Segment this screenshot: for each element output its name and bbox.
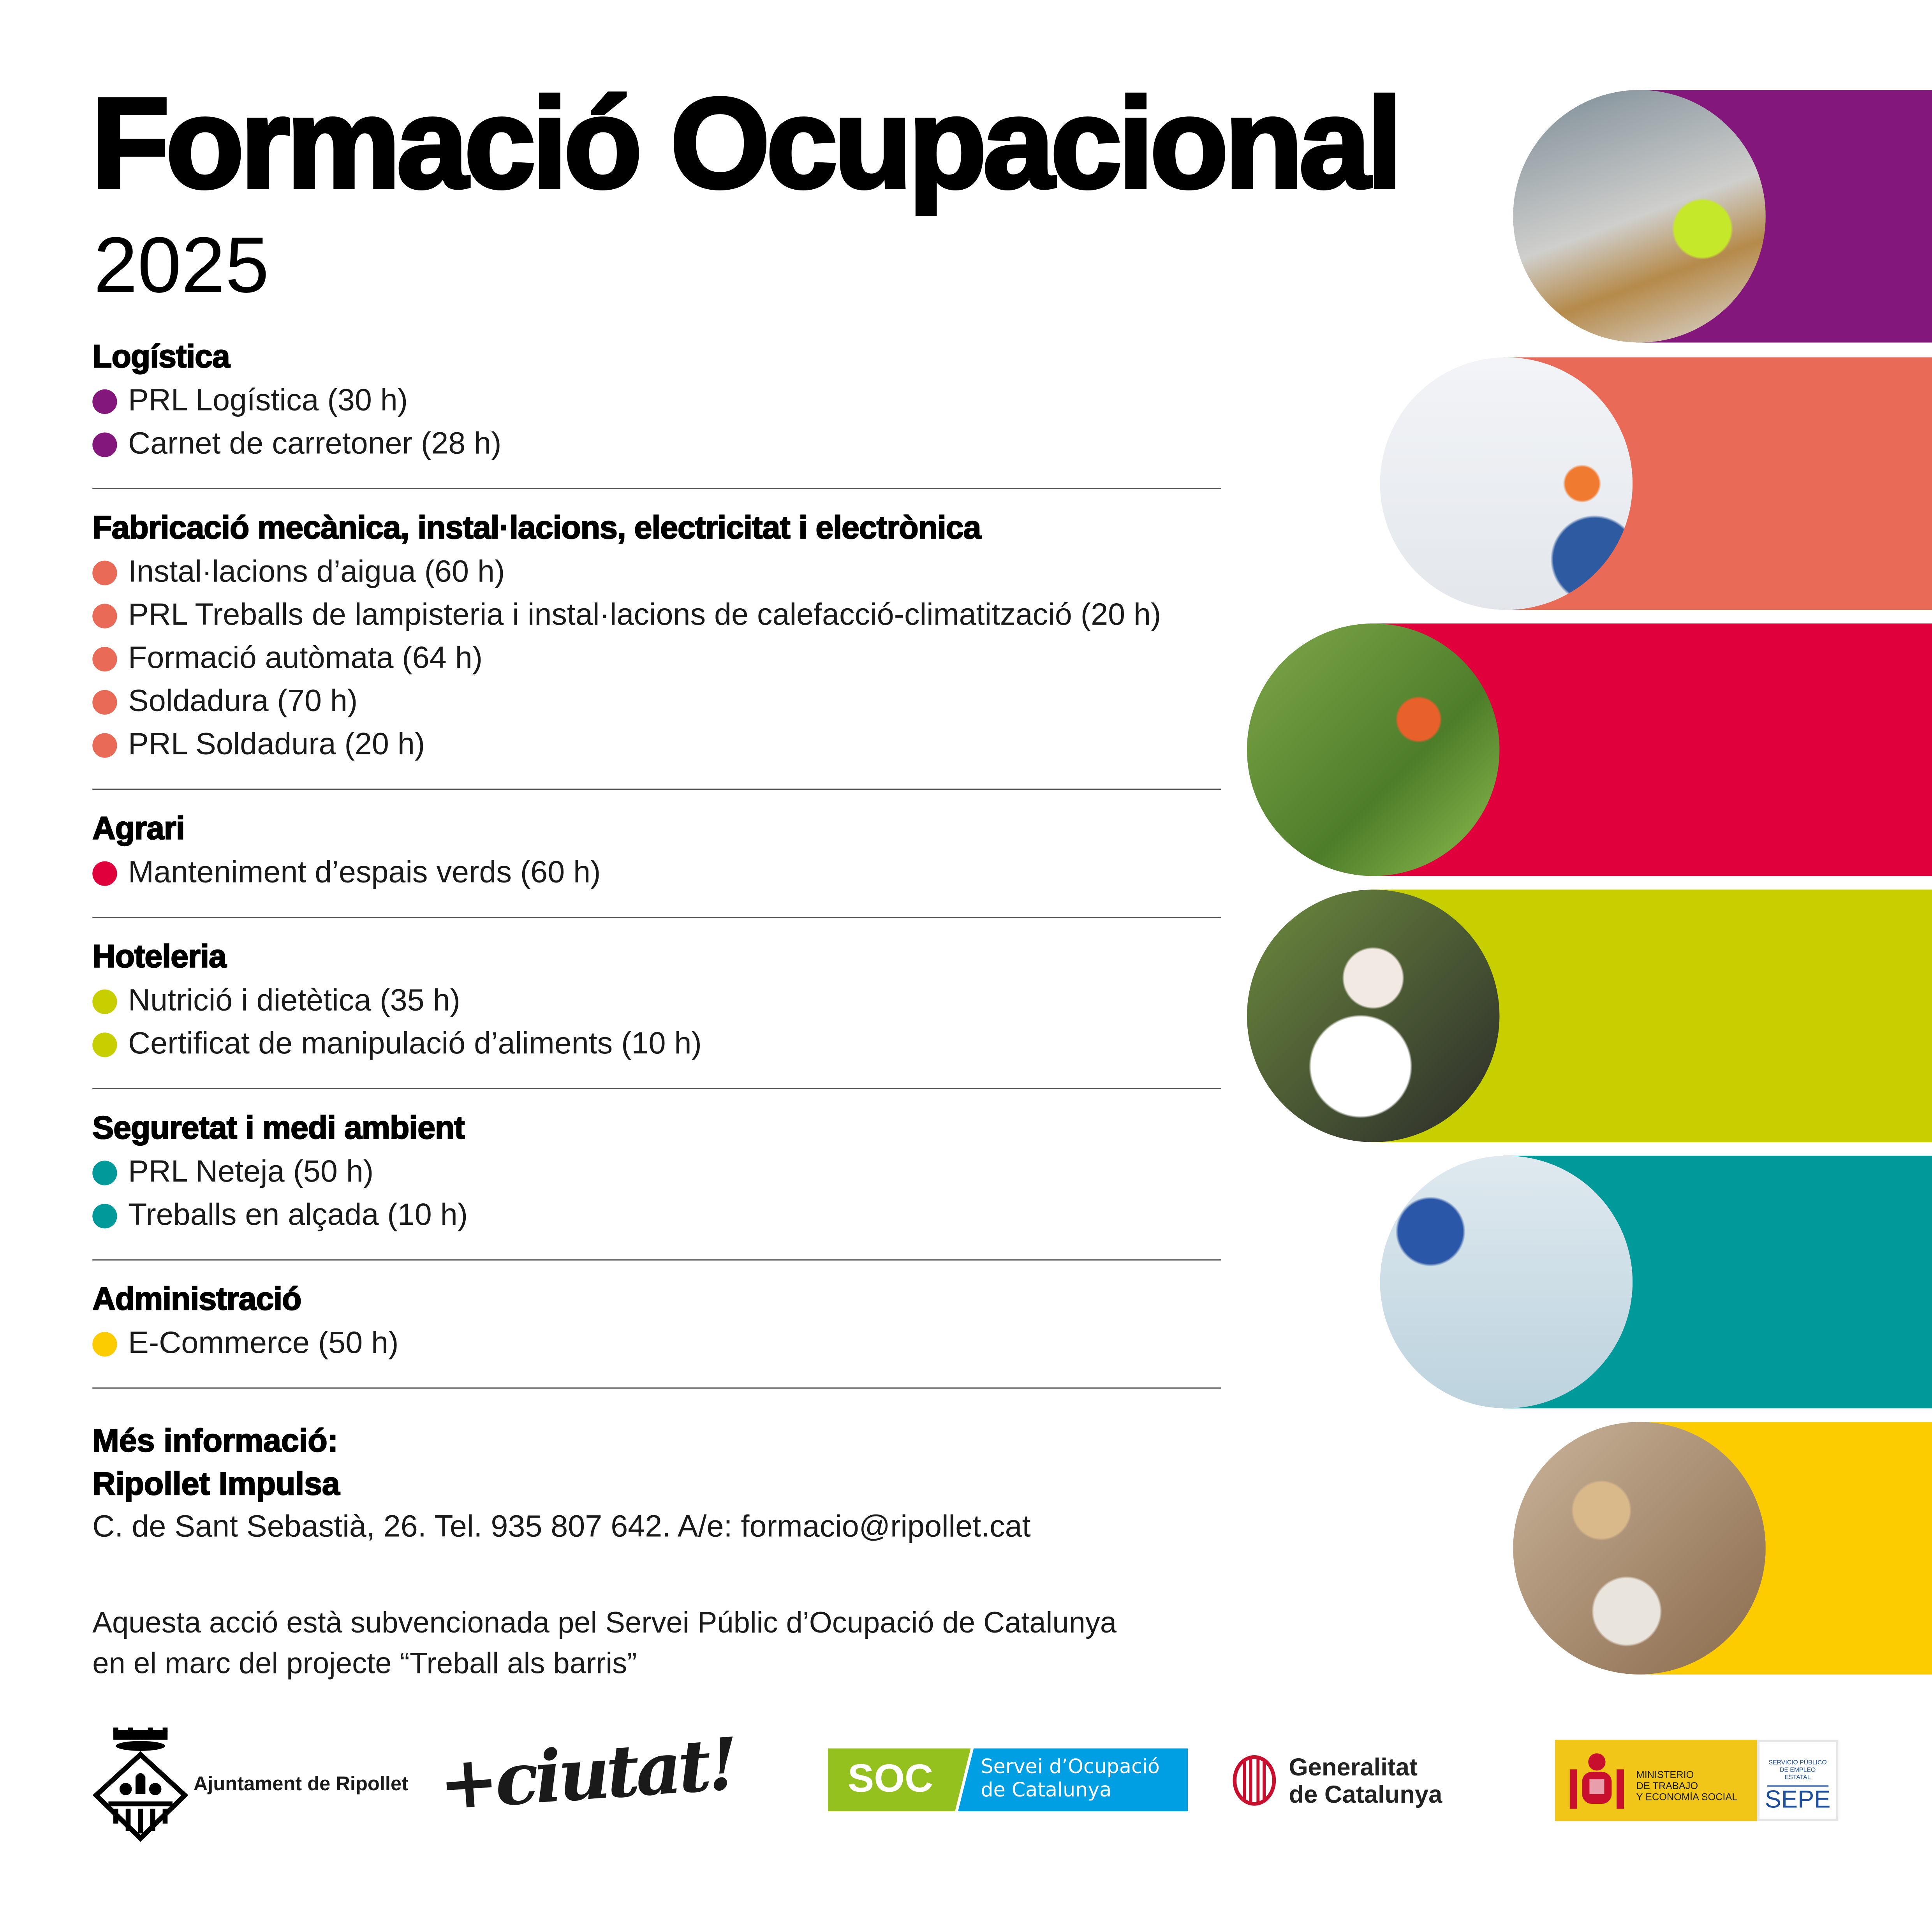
course-section: Logística PRL Logística (30 h) Carnet de c… <box>92 335 1221 490</box>
ministerio-logo: MINISTERIO DE TRABAJO Y ECONOMÍA SOCIAL <box>1555 1740 1757 1821</box>
course-item: Instal·lacions d’aigua (60 h) <box>92 551 1221 594</box>
funding-note-line2: en el marc del projecte “Treball als bar… <box>92 1647 637 1681</box>
ministerio-line3: Y ECONOMÍA SOCIAL <box>1636 1791 1738 1803</box>
course-label: Nutrició i dietètica (35 h) <box>128 983 460 1018</box>
soc-logo: SOC Servei d’Ocupació de Catalunya <box>828 1748 1188 1811</box>
bullet-dot-icon <box>92 860 117 886</box>
soc-short: SOC <box>847 1756 933 1800</box>
bullet-dot-icon <box>92 1203 117 1228</box>
ministerio-line2: DE TRABAJO <box>1636 1780 1698 1792</box>
ministerio-text: MINISTERIO DE TRABAJO Y ECONOMÍA SOCIAL <box>1636 1769 1738 1802</box>
course-item: Soldadura (70 h) <box>92 680 1221 723</box>
spain-coat-of-arms-icon <box>1569 1753 1624 1809</box>
gencat-line2: de Catalunya <box>1289 1781 1442 1809</box>
course-item: PRL Soldadura (20 h) <box>92 723 1221 766</box>
organization-name: Ripollet Impulsa <box>92 1465 340 1502</box>
bullet-dot-icon <box>92 431 117 457</box>
course-section: Hoteleria Nutrició i dietètica (35 h) Cert… <box>92 935 1221 1089</box>
sepe-text: SEPE <box>1765 1786 1831 1814</box>
section-heading: Agrari <box>92 809 185 847</box>
section-heading: Fabricació mecànica, instal·lacions, ele… <box>92 508 982 546</box>
sepe-logo: SERVICIO PÚBLICO DE EMPLEO ESTATAL SEPE <box>1757 1740 1839 1821</box>
course-section: Seguretat i medi ambient PRL Neteja (50 h… <box>92 1106 1221 1261</box>
section-heading: Logística <box>92 337 231 375</box>
funding-note-line1: Aquesta acció està subvencionada pel Ser… <box>92 1606 1117 1640</box>
bullet-dot-icon <box>92 689 117 714</box>
bullet-dot-icon <box>92 989 117 1014</box>
food-handling-photo <box>1247 889 1500 1142</box>
ajuntament-ripollet-logo-text: Ajuntament de Ripollet <box>193 1774 408 1795</box>
grass-trimmer-photo <box>1247 623 1500 876</box>
course-label: PRL Neteja (50 h) <box>128 1154 374 1189</box>
more-info: Més informació: Ripollet Impulsa C. de S… <box>92 1420 1031 1549</box>
ministerio-line1: MINISTERIO <box>1636 1769 1694 1781</box>
course-label: Soldadura (70 h) <box>128 683 358 719</box>
course-item: PRL Treballs de lampisteria i instal·lac… <box>92 594 1221 637</box>
course-item: Certificat de manipulació d’aliments (10… <box>92 1023 1221 1066</box>
course-section: Administració E-Commerce (50 h) <box>92 1278 1221 1389</box>
contact-details: C. de Sant Sebastià, 26. Tel. 935 807 64… <box>92 1509 1031 1544</box>
course-label: Instal·lacions d’aigua (60 h) <box>128 554 505 589</box>
course-label: Certificat de manipulació d’aliments (10… <box>128 1026 702 1061</box>
course-item: Carnet de carretoner (28 h) <box>92 423 1221 466</box>
course-item: PRL Logística (30 h) <box>92 379 1221 423</box>
bullet-dot-icon <box>92 732 117 757</box>
course-section: Agrari Manteniment d’espais verds (60 h) <box>92 807 1221 918</box>
plumber-pipe-photo <box>1380 357 1633 610</box>
course-list: Logística PRL Logística (30 h) Carnet de c… <box>92 335 1221 1406</box>
bullet-dot-icon <box>92 389 117 414</box>
gencat-line1: Generalitat <box>1289 1754 1418 1782</box>
course-label: E-Commerce (50 h) <box>128 1326 399 1360</box>
funding-note: Aquesta acció està subvencionada pel Ser… <box>92 1603 1117 1684</box>
bullet-dot-icon <box>92 603 117 628</box>
course-label: Manteniment d’espais verds (60 h) <box>128 855 601 890</box>
course-item: Treballs en alçada (10 h) <box>92 1194 1221 1237</box>
course-item: Nutrició i dietètica (35 h) <box>92 979 1221 1023</box>
course-label: PRL Treballs de lampisteria i instal·lac… <box>128 597 1161 632</box>
course-item: Formació autòmata (64 h) <box>92 637 1221 680</box>
generalitat-logo-text: Generalitat de Catalunya <box>1289 1754 1442 1809</box>
year: 2025 <box>93 220 269 310</box>
bullet-dot-icon <box>92 1331 117 1356</box>
bullet-dot-icon <box>92 560 117 585</box>
soc-line1: Servei d’Ocupació <box>981 1754 1160 1778</box>
page-title: Formació Ocupacional <box>89 71 1404 218</box>
sepe-small1: SERVICIO PÚBLICO <box>1768 1759 1827 1767</box>
logos-footer: Ajuntament de Ripollet +ciutat! SOC Serv… <box>0 1722 1932 1848</box>
ripollet-coat-of-arms-icon <box>92 1727 188 1842</box>
course-label: Formació autòmata (64 h) <box>128 641 483 675</box>
soc-line2: de Catalunya <box>981 1778 1112 1802</box>
course-label: Treballs en alçada (10 h) <box>128 1198 468 1232</box>
info-heading: Més informació: <box>92 1421 338 1459</box>
course-section: Fabricació mecànica, instal·lacions, ele… <box>92 506 1221 790</box>
section-heading: Administració <box>92 1280 302 1317</box>
bullet-dot-icon <box>92 646 117 671</box>
course-item: PRL Neteja (50 h) <box>92 1151 1221 1194</box>
ciutat-logo: +ciutat! <box>436 1722 738 1826</box>
section-heading: Seguretat i medi ambient <box>92 1108 465 1146</box>
sepe-small2: DE EMPLEO ESTATAL <box>1767 1767 1829 1787</box>
generalitat-senyera-icon <box>1233 1755 1276 1806</box>
course-label: PRL Logística (30 h) <box>128 383 408 418</box>
course-item: Manteniment d’espais verds (60 h) <box>92 851 1221 895</box>
warehouse-forklift-photo <box>1513 90 1766 343</box>
course-label: PRL Soldadura (20 h) <box>128 727 425 762</box>
course-item: E-Commerce (50 h) <box>92 1322 1221 1365</box>
section-heading: Hoteleria <box>92 937 227 975</box>
floor-cleaning-photo <box>1380 1155 1633 1409</box>
ecommerce-packing-photo <box>1513 1422 1766 1675</box>
course-label: Carnet de carretoner (28 h) <box>128 426 502 461</box>
bullet-dot-icon <box>92 1160 117 1185</box>
bullet-dot-icon <box>92 1032 117 1057</box>
